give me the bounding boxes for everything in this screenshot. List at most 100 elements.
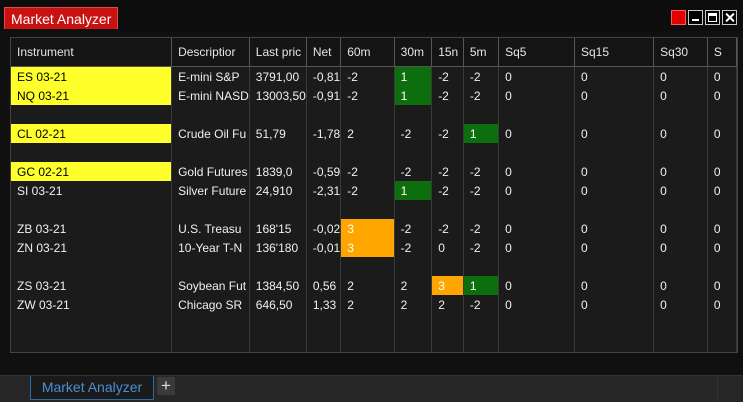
table-cell[interactable]: 0	[574, 124, 655, 143]
table-row[interactable]: GC 02-21 Gold Futures 1839,0 -0,59 -2 -2 -2 -2 0…	[11, 162, 737, 181]
table-cell[interactable]: Silver Future	[171, 181, 250, 200]
table-cell[interactable]: -2	[394, 219, 433, 238]
table-cell[interactable]: -2,31	[306, 181, 342, 200]
maximize-icon[interactable]	[705, 10, 720, 25]
table-cell[interactable]: 2	[340, 124, 395, 143]
table-cell[interactable]: Soybean Fut	[171, 276, 250, 295]
table-cell[interactable]	[498, 105, 575, 124]
table-cell[interactable]	[249, 105, 307, 124]
table-cell[interactable]: 1384,50	[249, 276, 307, 295]
table-cell[interactable]	[498, 200, 575, 219]
table-cell[interactable]: ZW 03-21	[11, 295, 173, 314]
table-cell[interactable]: -2	[394, 162, 433, 181]
table-cell[interactable]: 0	[653, 124, 708, 143]
title-bar[interactable]: Market Analyzer	[0, 0, 743, 31]
table-cell[interactable]: E-mini NASD	[171, 86, 250, 105]
table-cell[interactable]: -2	[463, 238, 500, 257]
table-cell[interactable]: ZB 03-21	[11, 219, 173, 238]
table-cell[interactable]	[340, 257, 395, 276]
table-cell[interactable]: 0	[574, 295, 655, 314]
table-cell[interactable]: 0	[653, 219, 708, 238]
table-cell[interactable]	[394, 143, 433, 162]
table-cell[interactable]: 2	[394, 295, 433, 314]
table-cell[interactable]: 3	[431, 276, 464, 295]
table-cell[interactable]	[574, 333, 655, 352]
table-cell[interactable]: 1	[394, 181, 433, 200]
table-cell[interactable]: ZN 03-21	[11, 238, 173, 257]
table-row[interactable]: ES 03-21 E-mini S&P 3791,00 -0,81 -2 1 -2 -2 0 0 0…	[11, 66, 737, 86]
table-cell[interactable]	[431, 143, 464, 162]
column-header[interactable]: Instrument	[11, 38, 173, 67]
table-cell[interactable]: 0	[574, 162, 655, 181]
table-cell[interactable]	[431, 257, 464, 276]
table-cell[interactable]	[463, 314, 500, 333]
table-cell[interactable]: 0	[707, 162, 737, 181]
table-cell[interactable]	[306, 105, 342, 124]
table-cell[interactable]: 0	[498, 86, 575, 105]
table-cell[interactable]: 0	[653, 162, 708, 181]
table-cell[interactable]: -2	[431, 162, 464, 181]
table-cell[interactable]	[574, 200, 655, 219]
table-cell[interactable]: 0	[498, 124, 575, 143]
table-cell[interactable]: 0	[498, 181, 575, 200]
table-cell[interactable]: 0	[707, 66, 737, 86]
table-cell[interactable]: 13003,50	[249, 86, 307, 105]
table-cell[interactable]	[498, 333, 575, 352]
column-header[interactable]: Sq15	[574, 38, 655, 67]
table-cell[interactable]	[463, 143, 500, 162]
table-cell[interactable]: 0,56	[306, 276, 342, 295]
column-header[interactable]: 15n	[431, 38, 464, 67]
table-cell[interactable]	[394, 200, 433, 219]
table-row[interactable]: ZW 03-21 Chicago SR 646,50 1,33 2 2 2 -2 0 0 0 0	[11, 295, 737, 314]
table-cell[interactable]	[653, 105, 708, 124]
table-cell[interactable]	[306, 314, 342, 333]
table-cell[interactable]: -2	[463, 295, 500, 314]
table-cell[interactable]: -2	[394, 238, 433, 257]
table-cell[interactable]: 0	[707, 238, 737, 257]
table-cell[interactable]	[463, 333, 500, 352]
table-cell[interactable]	[11, 257, 173, 276]
table-cell[interactable]: 0	[574, 86, 655, 105]
table-cell[interactable]	[11, 314, 173, 333]
table-cell[interactable]: 0	[707, 276, 737, 295]
table-cell[interactable]: -2	[431, 66, 464, 86]
table-cell[interactable]	[707, 314, 737, 333]
table-cell[interactable]: 0	[574, 276, 655, 295]
table-cell[interactable]	[171, 257, 250, 276]
table-cell[interactable]: 0	[574, 219, 655, 238]
table-row[interactable]: SI 03-21 Silver Future 24,910 -2,31 -2 1 -2 -2 0…	[11, 181, 737, 200]
table-cell[interactable]: 0	[498, 219, 575, 238]
table-cell[interactable]: 3	[340, 238, 395, 257]
column-header[interactable]: Descriptior	[171, 38, 250, 67]
table-cell[interactable]: -2	[431, 86, 464, 105]
table-cell[interactable]	[707, 200, 737, 219]
column-header[interactable]: Sq5	[498, 38, 575, 67]
table-cell[interactable]	[171, 314, 250, 333]
table-cell[interactable]	[574, 257, 655, 276]
table-cell[interactable]: -2	[340, 66, 395, 86]
table-cell[interactable]: 168'15	[249, 219, 307, 238]
blank-row[interactable]	[11, 200, 737, 219]
column-header[interactable]: Sq30	[653, 38, 708, 67]
table-cell[interactable]: 0	[574, 66, 655, 86]
table-cell[interactable]: -0,01	[306, 238, 342, 257]
table-cell[interactable]	[11, 200, 173, 219]
table-cell[interactable]: -2	[463, 66, 500, 86]
table-cell[interactable]: -2	[340, 86, 395, 105]
column-header[interactable]: 30m	[394, 38, 433, 67]
table-cell[interactable]	[171, 105, 250, 124]
table-cell[interactable]: 0	[574, 181, 655, 200]
table-cell[interactable]	[249, 143, 307, 162]
table-cell[interactable]: -2	[463, 86, 500, 105]
table-cell[interactable]	[249, 200, 307, 219]
table-cell[interactable]	[249, 314, 307, 333]
column-header[interactable]: 5m	[463, 38, 500, 67]
table-cell[interactable]: 0	[431, 238, 464, 257]
table-cell[interactable]	[11, 143, 173, 162]
table-cell[interactable]: -2	[463, 181, 500, 200]
table-cell[interactable]: 0	[498, 238, 575, 257]
table-cell[interactable]: 2	[394, 276, 433, 295]
table-cell[interactable]: 0	[574, 238, 655, 257]
column-header[interactable]: 60m	[340, 38, 395, 67]
table-cell[interactable]	[498, 314, 575, 333]
